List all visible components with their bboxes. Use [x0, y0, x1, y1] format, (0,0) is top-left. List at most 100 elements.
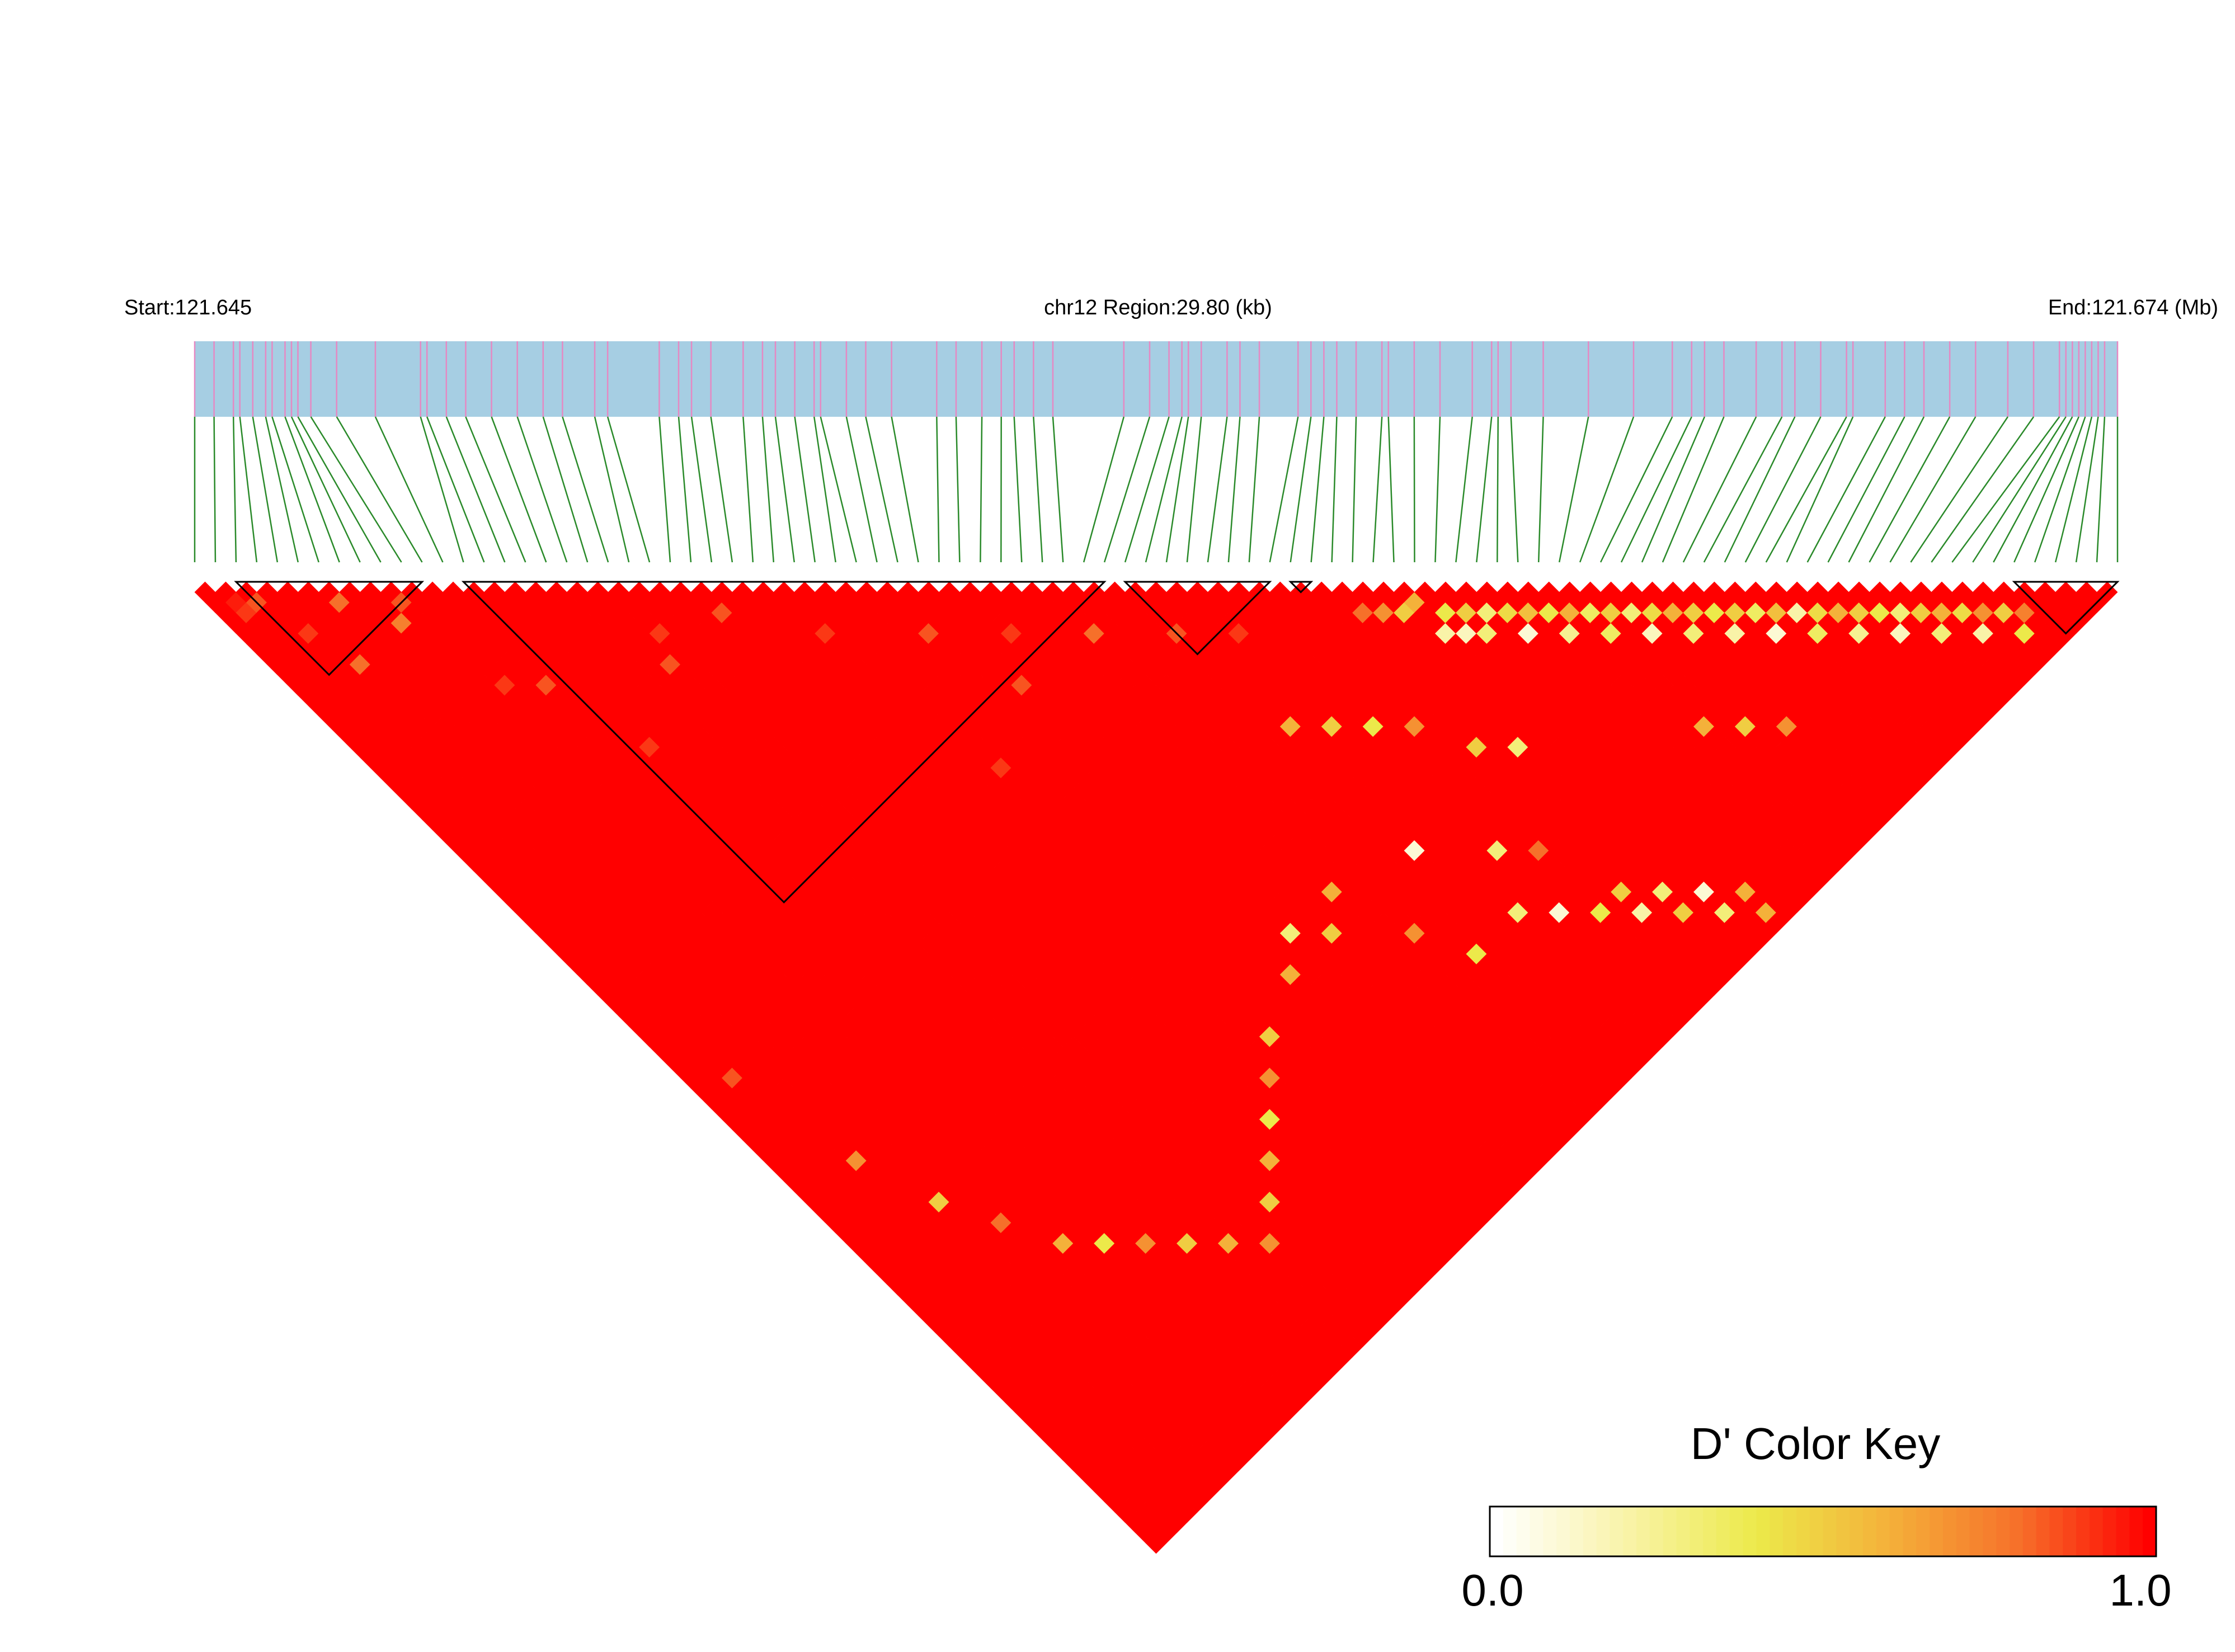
color-key-swatch — [1490, 1507, 1504, 1556]
color-key-swatch — [1770, 1507, 1784, 1556]
color-key-swatch — [1583, 1507, 1597, 1556]
snp-connector — [2096, 416, 2106, 563]
snp-connector — [420, 416, 464, 563]
snp-connector — [1951, 416, 2060, 563]
color-key-swatch — [1663, 1507, 1677, 1556]
color-key-swatch — [1903, 1507, 1917, 1556]
snp-connector — [1869, 416, 1951, 563]
snp-connector — [1083, 416, 1125, 563]
color-key-swatch — [1729, 1507, 1744, 1556]
color-key-swatch — [1823, 1507, 1837, 1556]
snp-connector — [820, 416, 857, 563]
snp-connector — [1269, 416, 1299, 563]
snp-connector — [491, 416, 547, 563]
snp-connector — [1372, 416, 1383, 563]
snp-connector — [658, 416, 671, 563]
snp-connector — [1786, 416, 1854, 563]
region-center-label: chr12 Region:29.80 (kb) — [1044, 296, 1272, 319]
snp-connector — [1993, 416, 2073, 563]
snp-connector — [1476, 416, 1493, 563]
snp-position-ticks — [194, 341, 2119, 417]
snp-connector — [794, 416, 816, 563]
snp-connector — [1848, 416, 1925, 563]
snp-connector — [1662, 416, 1725, 563]
region-start-label: Start:121.645 — [124, 296, 252, 319]
color-key-swatch — [1676, 1507, 1691, 1556]
color-key-swatch — [1809, 1507, 1824, 1556]
snp-connector — [2013, 416, 2079, 563]
gene-region-bar — [195, 341, 2118, 417]
color-key-swatch — [1690, 1507, 1704, 1556]
color-key-swatch — [2129, 1507, 2144, 1556]
snp-connector — [1455, 416, 1473, 563]
snp-connector — [1827, 416, 1905, 563]
color-key-swatch — [1969, 1507, 1984, 1556]
snp-connector — [1765, 416, 1847, 563]
color-key-swatch — [1556, 1507, 1570, 1556]
snp-connector — [955, 416, 961, 563]
snp-connector — [516, 416, 568, 563]
snp-connector — [1537, 416, 1544, 563]
snp-connector — [1413, 416, 1415, 563]
snp-connector — [336, 416, 423, 563]
snp-connector — [465, 416, 526, 563]
color-key-swatch — [1889, 1507, 1904, 1556]
snp-connector — [1434, 416, 1441, 563]
snp-connector — [1620, 416, 1692, 563]
snp-connector — [2034, 416, 2086, 563]
color-key-swatch — [1569, 1507, 1584, 1556]
color-key-swatch — [1596, 1507, 1611, 1556]
snp-connector — [271, 416, 319, 563]
color-key-swatch — [2063, 1507, 2077, 1556]
color-key-swatch — [1956, 1507, 1970, 1556]
snp-connector — [761, 416, 775, 563]
color-key-swatch — [1836, 1507, 1851, 1556]
snp-connector — [297, 416, 382, 563]
color-key-swatch — [1623, 1507, 1638, 1556]
snp-connector — [1124, 416, 1170, 563]
color-key-swatch — [1996, 1507, 2010, 1556]
snp-connector — [1248, 416, 1260, 563]
snp-connector — [232, 416, 237, 563]
color-key-swatch — [1716, 1507, 1730, 1556]
color-key-swatch — [1743, 1507, 1757, 1556]
snp-connector — [1145, 416, 1183, 563]
color-key-swatch — [1703, 1507, 1717, 1556]
snp-connector — [1910, 416, 2008, 563]
snp-connector — [2075, 416, 2099, 563]
snp-connector — [1165, 416, 1189, 563]
snp-connector — [2054, 416, 2093, 563]
snp-connector — [1579, 416, 1635, 563]
region-end-label: End:121.674 (Mb) — [2048, 296, 2218, 319]
snp-connector — [1724, 416, 1796, 563]
snp-connector — [213, 416, 217, 563]
snp-connector — [677, 416, 692, 563]
snp-connector — [310, 416, 402, 563]
color-key-swatch — [1942, 1507, 1957, 1556]
color-key-swatch — [1862, 1507, 1877, 1556]
color-key-swatch — [1850, 1507, 1864, 1556]
snp-connector — [865, 416, 898, 563]
color-key-swatch — [1530, 1507, 1544, 1556]
snp-connector — [1931, 416, 2035, 563]
snp-connector — [1227, 416, 1241, 563]
snp-connector — [542, 416, 589, 563]
snp-connector — [1207, 416, 1228, 563]
snp-connector — [980, 416, 983, 563]
color-key-swatch — [1636, 1507, 1650, 1556]
snp-connector — [284, 416, 340, 563]
snp-connector — [1703, 416, 1783, 563]
color-key-swatch — [1796, 1507, 1810, 1556]
snp-connector — [1641, 416, 1706, 563]
snp-connector — [1387, 416, 1395, 563]
snp-connector — [1013, 416, 1023, 563]
color-key-swatch — [2089, 1507, 2104, 1556]
snp-connector — [1972, 416, 2067, 563]
snp-connector — [1352, 416, 1357, 563]
color-key-swatch — [1876, 1507, 1890, 1556]
color-key-gradient — [1490, 1507, 2157, 1556]
dprime-color-key: D' Color Key 0.0 1.0 — [1461, 1419, 2171, 1615]
color-key-swatch — [1783, 1507, 1797, 1556]
color-key-swatch — [2102, 1507, 2117, 1556]
snp-connector — [1290, 416, 1312, 563]
